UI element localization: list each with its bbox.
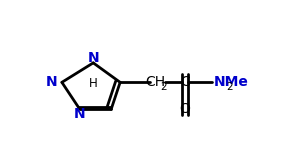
Text: NMe: NMe bbox=[214, 75, 249, 89]
Text: C: C bbox=[180, 75, 190, 89]
Text: H: H bbox=[89, 77, 98, 90]
Text: 2: 2 bbox=[160, 82, 167, 92]
Text: N: N bbox=[46, 75, 58, 89]
Text: N: N bbox=[88, 51, 99, 65]
Text: O: O bbox=[180, 102, 190, 116]
Text: N: N bbox=[74, 107, 86, 121]
Text: 2: 2 bbox=[226, 82, 233, 92]
Text: CH: CH bbox=[145, 75, 165, 89]
